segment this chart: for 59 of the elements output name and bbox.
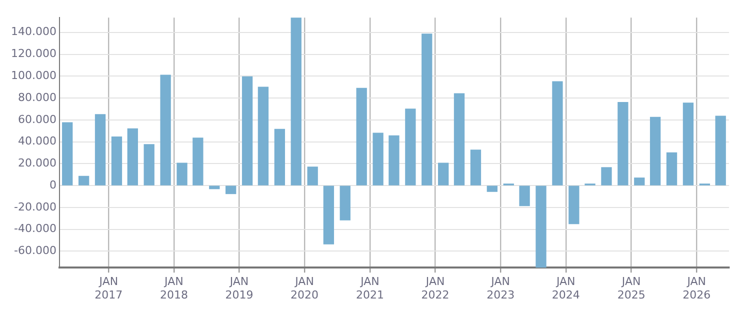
bar	[536, 186, 546, 268]
bar	[666, 152, 678, 186]
bar	[242, 76, 253, 186]
bar	[372, 132, 384, 186]
y-tick-label: 0	[49, 178, 56, 192]
bar	[274, 128, 286, 186]
bar	[192, 138, 204, 186]
y-tick-label: 20.000	[18, 156, 56, 170]
x-tick-label: JAN 2017	[94, 275, 123, 302]
x-tick-label: JAN 2020	[290, 275, 319, 302]
y-tick-label: -20.000	[14, 200, 56, 214]
y-tick-label: -60.000	[14, 244, 56, 258]
bar	[715, 116, 726, 186]
bar	[62, 122, 73, 186]
x-tick-label: JAN 2025	[617, 275, 646, 302]
x-tick-label: JAN 2026	[682, 275, 711, 302]
y-tick-label: 140.000	[10, 25, 56, 38]
bar	[307, 166, 318, 186]
bar	[144, 144, 154, 186]
bar	[568, 186, 580, 224]
bar	[160, 74, 171, 186]
bar	[519, 186, 530, 206]
bar	[290, 18, 302, 186]
x-tick-label: JAN 2022	[421, 275, 450, 302]
bar	[340, 186, 350, 220]
bar	[226, 186, 236, 194]
bar	[634, 178, 645, 186]
x-tick-label: JAN 2021	[356, 275, 384, 302]
bar	[209, 186, 220, 190]
bar	[438, 162, 449, 186]
y-tick-label: 60.000	[18, 112, 56, 126]
bar	[405, 108, 416, 186]
x-tick-label: JAN 2023	[486, 275, 515, 302]
bar	[552, 81, 563, 186]
bar	[454, 93, 465, 186]
bar	[127, 128, 138, 186]
bar	[601, 167, 612, 186]
bar	[682, 102, 694, 186]
bar	[111, 136, 122, 186]
bar	[78, 176, 90, 186]
x-tick-label: JAN 2019	[225, 275, 254, 302]
bar	[94, 114, 106, 186]
bar	[486, 186, 498, 192]
x-tick-label: JAN 2018	[160, 275, 188, 302]
y-tick-label: -40.000	[14, 222, 56, 236]
bar	[470, 150, 482, 186]
bar	[618, 102, 628, 186]
y-tick-label: 40.000	[18, 134, 56, 148]
y-tick-label: 80.000	[18, 90, 56, 104]
y-tick-label: 100.000	[10, 68, 56, 82]
x-tick-label: JAN 2024	[552, 275, 580, 302]
bar	[422, 34, 432, 186]
bar	[176, 162, 188, 186]
bar	[650, 116, 661, 186]
bar	[323, 186, 334, 244]
bar	[258, 86, 269, 186]
bar	[356, 88, 367, 186]
y-tick-label: 120.000	[10, 47, 56, 60]
bar	[388, 135, 400, 186]
